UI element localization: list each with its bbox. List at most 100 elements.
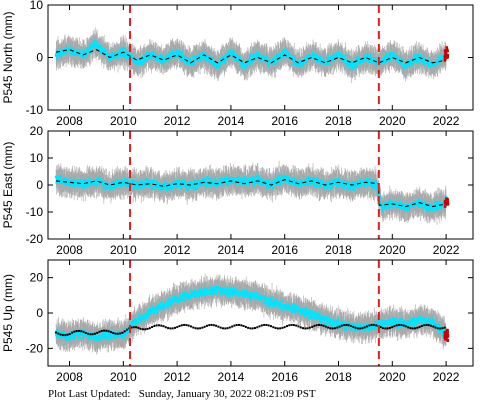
data-point — [307, 54, 311, 57]
data-point — [88, 52, 92, 55]
data-point — [305, 182, 309, 185]
data-point — [101, 184, 105, 187]
recent-point — [445, 201, 449, 204]
data-point — [204, 180, 208, 183]
data-point — [328, 56, 331, 59]
data-point — [314, 177, 318, 181]
data-point — [357, 185, 361, 188]
data-point — [240, 183, 244, 187]
data-point — [265, 186, 269, 189]
error-bars — [55, 160, 447, 225]
data-point — [57, 176, 61, 180]
data-point — [183, 181, 187, 184]
data-point — [59, 54, 62, 58]
data-point — [313, 53, 317, 56]
recent-point — [443, 49, 447, 52]
data-point — [215, 183, 219, 187]
data-point — [208, 177, 211, 180]
data-point — [248, 58, 251, 61]
data-point — [346, 181, 349, 184]
data-point — [125, 53, 128, 57]
data-point — [439, 202, 442, 205]
data-point — [149, 55, 153, 58]
data-point — [298, 184, 301, 187]
data-point — [240, 65, 243, 69]
data-point — [425, 205, 428, 208]
data-point — [79, 180, 82, 184]
data-point — [348, 59, 351, 63]
data-point — [142, 185, 145, 189]
data-point — [297, 60, 300, 63]
data-point — [152, 179, 156, 183]
data-point — [122, 183, 126, 187]
data-point — [214, 177, 217, 180]
data-point — [64, 182, 67, 185]
data-point — [149, 185, 153, 188]
data-point — [382, 204, 386, 207]
data-point — [122, 179, 125, 183]
data-point — [164, 59, 167, 62]
data-point — [101, 50, 105, 54]
data-point — [319, 57, 322, 61]
data-point — [167, 58, 170, 62]
data-point — [222, 56, 225, 59]
data-point — [328, 181, 331, 184]
data-point — [84, 185, 87, 189]
data-point — [123, 47, 127, 50]
data-point — [347, 61, 351, 64]
data-point — [359, 185, 362, 188]
data-point — [112, 186, 115, 190]
data-point — [166, 186, 169, 190]
data-point — [137, 182, 140, 185]
data-point — [152, 51, 155, 54]
data-point — [261, 56, 265, 59]
data-point — [358, 180, 361, 183]
data-point — [247, 177, 251, 180]
data-point — [131, 179, 135, 183]
data-point — [215, 66, 218, 69]
data-point — [130, 184, 133, 187]
data-point — [243, 66, 246, 70]
data-point — [78, 49, 81, 53]
data-point — [159, 59, 163, 62]
data-point — [177, 179, 180, 182]
data-point — [392, 200, 395, 204]
panel-2: 2008 2010 2012 2014 2016 2018 2020 2022 -20 -10 0 1… — [1, 124, 474, 257]
data-point — [55, 54, 58, 58]
data-point — [419, 57, 422, 61]
data-point — [150, 53, 154, 57]
data-point — [300, 60, 304, 64]
data-point — [125, 180, 128, 184]
data-point — [144, 178, 148, 182]
data-point — [380, 61, 383, 64]
data-point — [201, 53, 204, 57]
panel-1: 2008 2010 2012 2014 2016 2018 2020 2022 -10 0 10 P5… — [1, 0, 474, 128]
data-point — [111, 52, 115, 55]
data-point — [192, 62, 196, 65]
y-tick-label: 10 — [30, 0, 44, 12]
data-point — [432, 208, 435, 211]
data-point — [247, 61, 250, 65]
data-point — [179, 187, 183, 190]
data-point — [385, 57, 388, 60]
data-point — [308, 177, 312, 180]
data-point — [339, 52, 342, 55]
data-point — [220, 60, 223, 63]
data-point — [351, 64, 355, 67]
data-point — [119, 52, 122, 56]
data-point — [364, 184, 367, 187]
data-point — [171, 49, 174, 53]
data-point — [413, 54, 416, 57]
data-point — [242, 63, 245, 66]
data-point — [187, 60, 191, 63]
data-point — [183, 59, 186, 62]
data-point — [193, 60, 196, 64]
x-tick-label: 2014 — [218, 243, 245, 257]
data-point — [396, 55, 399, 58]
data-point — [132, 184, 136, 188]
data-point — [83, 56, 86, 59]
data-point — [64, 49, 67, 53]
data-point — [310, 56, 314, 59]
data-point — [218, 183, 221, 187]
data-point — [86, 184, 89, 187]
